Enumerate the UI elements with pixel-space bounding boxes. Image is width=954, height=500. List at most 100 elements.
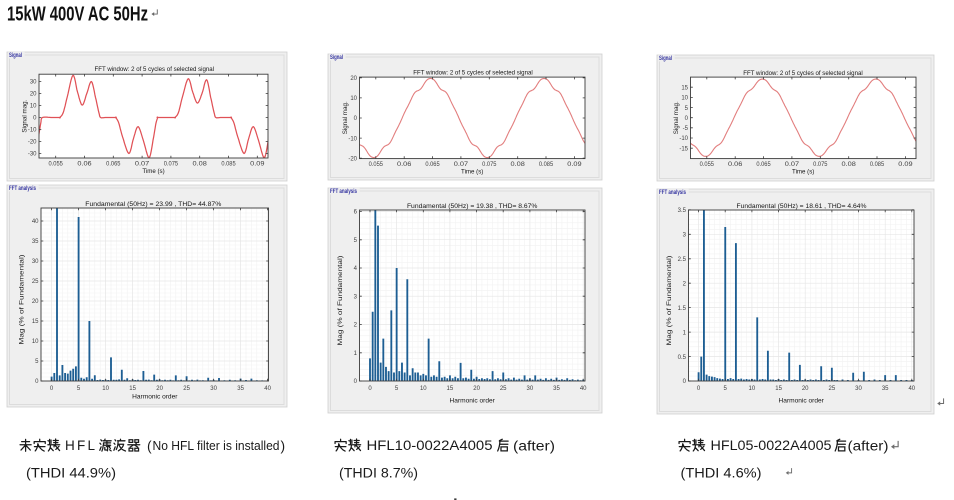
- svg-text:0: 0: [354, 116, 358, 122]
- svg-text:Mag (% of Fundamental): Mag (% of Fundamental): [19, 255, 26, 345]
- svg-text:0.06: 0.06: [77, 161, 92, 167]
- svg-text:3: 3: [354, 294, 358, 300]
- svg-text:0.09: 0.09: [567, 162, 582, 168]
- svg-text:0.06: 0.06: [728, 162, 743, 168]
- svg-text:40: 40: [32, 219, 39, 225]
- svg-text:(THDI 44.9%): (THDI 44.9%): [26, 465, 116, 480]
- svg-text:Fundamental (50Hz) = 23.99 , T: Fundamental (50Hz) = 23.99 , THD= 44.87%: [85, 201, 221, 208]
- svg-text:35: 35: [32, 239, 39, 245]
- svg-text:Time (s): Time (s): [461, 169, 483, 176]
- svg-text:0.075: 0.075: [813, 162, 828, 168]
- svg-text:(THDI 4.6%): (THDI 4.6%): [681, 465, 762, 480]
- svg-text:0.09: 0.09: [898, 162, 913, 168]
- svg-text:15kW 400V AC 50Hz: 15kW 400V AC 50Hz: [7, 2, 148, 25]
- svg-text:-5: -5: [683, 126, 689, 132]
- svg-text:5: 5: [77, 386, 81, 392]
- svg-text:20: 20: [350, 76, 357, 82]
- svg-text:FFT analysis: FFT analysis: [659, 190, 686, 196]
- svg-text:10: 10: [420, 386, 427, 392]
- svg-text:25: 25: [183, 386, 190, 392]
- svg-text:0.08: 0.08: [193, 161, 208, 167]
- svg-text:Signal: Signal: [9, 53, 22, 59]
- svg-text:0.08: 0.08: [842, 162, 857, 168]
- svg-text:Signal: Signal: [330, 55, 343, 61]
- svg-text:0: 0: [368, 386, 372, 392]
- svg-text:1: 1: [683, 330, 687, 336]
- svg-text:Fundamental (50Hz) = 18.61 , T: Fundamental (50Hz) = 18.61 , THD= 4.64%: [737, 203, 867, 210]
- svg-text:20: 20: [30, 92, 37, 98]
- svg-text:30: 30: [210, 386, 217, 392]
- svg-text:Time (s): Time (s): [142, 168, 164, 175]
- svg-text:0.07: 0.07: [785, 162, 800, 168]
- svg-text:15: 15: [775, 386, 782, 392]
- svg-text:0: 0: [35, 379, 39, 385]
- svg-text:Signal: Signal: [659, 56, 672, 62]
- svg-text:Time (s): Time (s): [792, 169, 814, 176]
- svg-text:0.055: 0.055: [700, 162, 715, 168]
- svg-text:Signal mag.: Signal mag.: [673, 101, 680, 134]
- svg-text:Fundamental (50Hz) = 19.38 , T: Fundamental (50Hz) = 19.38 , THD= 8.67%: [407, 203, 538, 210]
- svg-text:15: 15: [32, 319, 39, 325]
- svg-text:-30: -30: [28, 152, 37, 158]
- svg-text:Harmonic order: Harmonic order: [132, 393, 178, 400]
- svg-text:(after): (after): [513, 438, 555, 453]
- svg-text:40: 40: [908, 386, 915, 392]
- svg-text:0: 0: [354, 379, 358, 385]
- svg-text:No HFL filter is installed: No HFL filter is installed: [153, 439, 280, 453]
- svg-text:0: 0: [683, 379, 687, 385]
- svg-text:HFL10-0022A4005: HFL10-0022A4005: [367, 438, 493, 453]
- svg-text:FFT window: 2 of 5 cycles of s: FFT window: 2 of 5 cycles of selected si…: [95, 66, 215, 73]
- svg-text:0.07: 0.07: [135, 161, 150, 167]
- svg-text:0.085: 0.085: [221, 161, 236, 167]
- svg-text:(THDI 8.7%): (THDI 8.7%): [339, 465, 418, 480]
- svg-text:10: 10: [102, 386, 109, 392]
- svg-text:2: 2: [354, 323, 358, 329]
- svg-text:0.075: 0.075: [482, 162, 497, 168]
- svg-text:5: 5: [395, 386, 399, 392]
- svg-text:15: 15: [681, 86, 688, 92]
- svg-text:35: 35: [882, 386, 889, 392]
- svg-text:-10: -10: [348, 136, 357, 142]
- svg-text:20: 20: [32, 299, 39, 305]
- svg-text:30: 30: [855, 386, 862, 392]
- svg-text:35: 35: [237, 386, 244, 392]
- svg-text:5: 5: [354, 238, 358, 244]
- svg-text:5: 5: [724, 386, 728, 392]
- svg-text:10: 10: [350, 96, 357, 102]
- svg-text:30: 30: [527, 386, 534, 392]
- svg-text:0.055: 0.055: [369, 162, 384, 168]
- svg-text:20: 20: [802, 386, 809, 392]
- svg-text:20: 20: [473, 386, 480, 392]
- svg-text:Mag (% of Fundamental): Mag (% of Fundamental): [337, 256, 344, 346]
- svg-text:3: 3: [683, 233, 687, 239]
- svg-text:3.5: 3.5: [678, 208, 687, 214]
- svg-text:15: 15: [129, 386, 136, 392]
- svg-text:0.065: 0.065: [425, 162, 440, 168]
- svg-text:30: 30: [30, 80, 37, 86]
- svg-text:20: 20: [156, 386, 163, 392]
- svg-text:0: 0: [697, 386, 701, 392]
- svg-text:0.06: 0.06: [397, 162, 412, 168]
- svg-text:Harmonic order: Harmonic order: [779, 398, 825, 405]
- svg-text:0.5: 0.5: [678, 355, 687, 361]
- svg-text:FFT analysis: FFT analysis: [330, 189, 357, 195]
- svg-text:0: 0: [685, 116, 689, 122]
- svg-text:25: 25: [32, 279, 39, 285]
- svg-text:Signal mag.: Signal mag.: [21, 99, 28, 132]
- svg-text:FFT analysis: FFT analysis: [9, 186, 36, 192]
- svg-text:10: 10: [32, 339, 39, 345]
- svg-text:-10: -10: [679, 136, 688, 142]
- svg-text:6: 6: [354, 210, 358, 216]
- svg-text:25: 25: [500, 386, 507, 392]
- svg-text:2.5: 2.5: [678, 257, 687, 263]
- svg-text:10: 10: [681, 96, 688, 102]
- svg-text:30: 30: [32, 259, 39, 265]
- svg-text:0: 0: [50, 386, 54, 392]
- svg-text:1: 1: [354, 351, 358, 357]
- svg-text:-15: -15: [679, 146, 688, 152]
- svg-text:0.08: 0.08: [511, 162, 526, 168]
- svg-text:5: 5: [685, 106, 689, 112]
- svg-text:0.07: 0.07: [454, 162, 469, 168]
- svg-text:5: 5: [35, 359, 39, 365]
- svg-text:FFT window: 2 of 5 cycles of s: FFT window: 2 of 5 cycles of selected si…: [743, 70, 863, 77]
